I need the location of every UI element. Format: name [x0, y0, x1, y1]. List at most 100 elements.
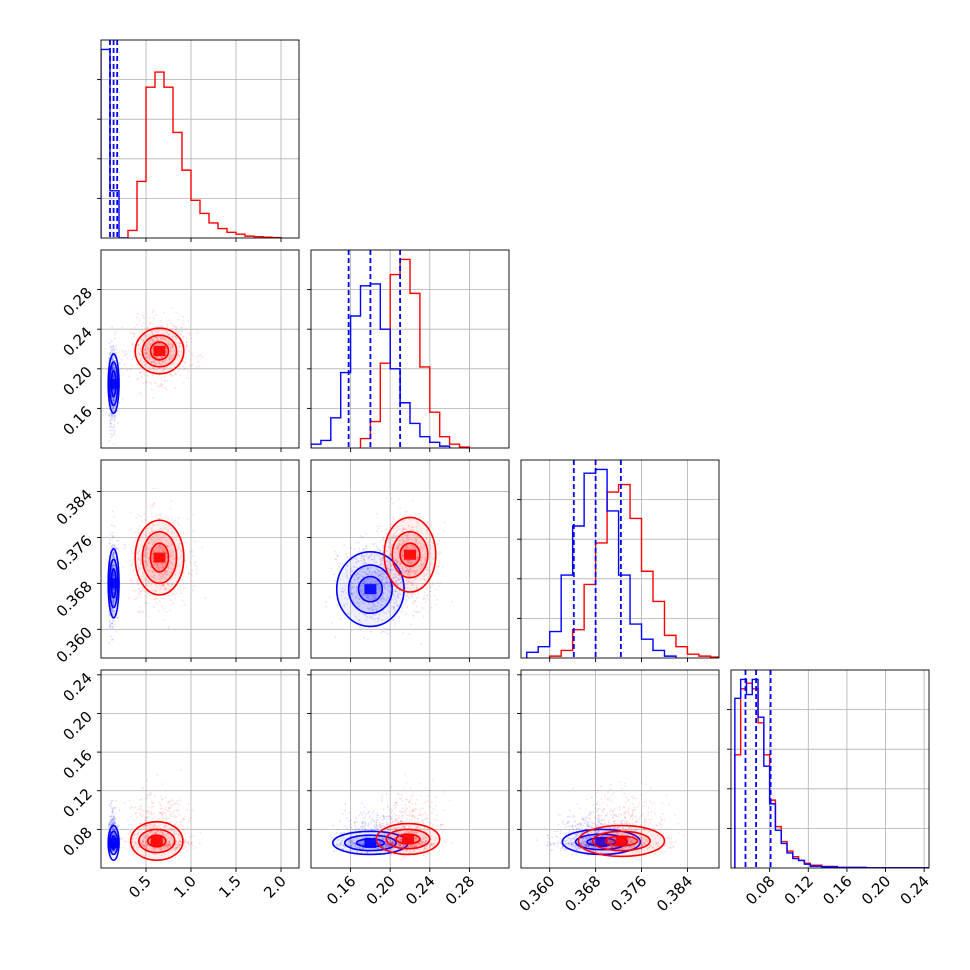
sample-point [147, 542, 150, 545]
sample-point [374, 614, 376, 616]
sample-point [156, 331, 159, 334]
sample-point [110, 425, 113, 428]
sample-point [114, 817, 117, 820]
sample-point [170, 357, 173, 360]
sample-point [113, 429, 116, 432]
density-peak [153, 345, 166, 356]
sample-point [178, 331, 180, 333]
sample-point [385, 497, 387, 500]
sample-point [162, 565, 165, 568]
sample-point [169, 609, 171, 612]
sample-point [374, 571, 377, 573]
sample-point [111, 807, 113, 810]
sample-point [153, 340, 156, 343]
sample-point [170, 562, 172, 564]
sample-point [372, 605, 375, 608]
sample-point [165, 562, 167, 564]
sample-point [182, 319, 185, 322]
sample-point [161, 562, 164, 565]
sample-point [360, 590, 362, 593]
sample-point [381, 600, 384, 603]
sample-point [390, 565, 393, 567]
sample-point [132, 570, 135, 573]
sample-point [382, 573, 385, 575]
sample-point [395, 562, 398, 565]
sample-point [371, 608, 374, 611]
sample-point [426, 594, 429, 596]
sample-point [182, 575, 185, 578]
sample-point [411, 544, 413, 547]
sample-point [113, 351, 116, 354]
sample-point [378, 577, 381, 580]
sample-point [151, 535, 154, 538]
sample-point [114, 620, 117, 623]
sample-point [165, 556, 168, 559]
sample-point [375, 560, 378, 563]
sample-point [155, 533, 158, 536]
sample-point [402, 554, 405, 557]
sample-point [171, 550, 174, 553]
sample-point [382, 592, 385, 594]
sample-point [376, 609, 378, 612]
sample-point [405, 545, 408, 548]
sample-point [175, 592, 178, 595]
sample-point [367, 574, 370, 576]
sample-point [126, 357, 129, 360]
sample-point [189, 364, 192, 366]
sample-point [111, 810, 114, 813]
sample-point [152, 524, 154, 526]
sample-point [334, 550, 336, 553]
sample-point [411, 529, 414, 532]
sample-point [406, 572, 409, 575]
sample-point [386, 576, 389, 579]
sample-point [111, 567, 114, 569]
sample-point [367, 596, 370, 599]
sample-point [168, 567, 171, 570]
sample-point [110, 545, 113, 547]
sample-point [158, 371, 161, 374]
sample-point [141, 586, 144, 589]
sample-point [391, 572, 393, 575]
sample-point [387, 539, 390, 541]
sample-point [112, 815, 115, 818]
sample-point [112, 374, 115, 377]
sample-point [405, 612, 408, 615]
sample-point [414, 600, 417, 602]
sample-point [165, 366, 167, 369]
sample-point [370, 630, 372, 633]
sample-point [390, 568, 393, 571]
sample-point [435, 588, 437, 591]
sample-point [112, 553, 115, 556]
sample-point [418, 546, 421, 549]
sample-point [350, 570, 353, 573]
sample-point [384, 581, 386, 584]
sample-point [111, 828, 114, 831]
sample-point [404, 594, 407, 596]
sample-point [157, 330, 159, 333]
sample-point [379, 558, 382, 561]
sample-point [177, 557, 180, 560]
sample-point [381, 619, 383, 621]
panel-frame [520, 459, 720, 659]
sample-point [168, 347, 171, 350]
sample-point [161, 336, 164, 338]
sample-point [172, 567, 175, 570]
sample-point [152, 361, 155, 364]
sample-point [399, 507, 401, 510]
sample-point [144, 561, 147, 564]
sample-point [185, 349, 187, 351]
sample-point [113, 817, 116, 819]
sample-point [157, 335, 159, 338]
sample-point [422, 598, 424, 600]
sample-point [423, 578, 426, 581]
sample-point [382, 570, 384, 573]
sample-point [155, 539, 158, 542]
sample-point [171, 374, 174, 377]
sample-point [198, 365, 201, 368]
sample-point [137, 610, 139, 613]
sample-point [178, 346, 180, 349]
sample-point [141, 588, 144, 591]
sample-point [397, 546, 399, 549]
sample-point [121, 349, 124, 352]
sample-point [442, 565, 445, 568]
